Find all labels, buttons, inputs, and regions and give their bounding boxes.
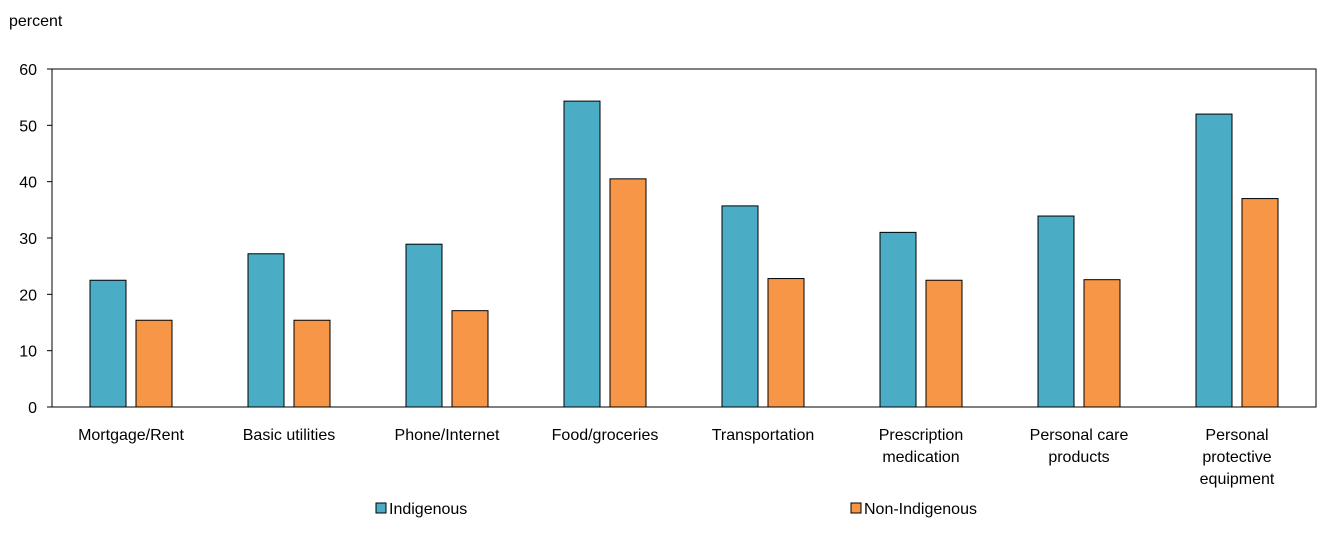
x-tick-label: equipment — [1200, 471, 1275, 488]
y-tick-label: 40 — [19, 175, 37, 192]
bar-indigenous — [721, 205, 759, 408]
y-axis-title: percent — [9, 13, 63, 30]
bar-indigenous — [405, 243, 443, 408]
x-tick-label: Mortgage/Rent — [78, 427, 184, 444]
legend-label: Indigenous — [389, 501, 467, 518]
y-tick-label: 0 — [28, 400, 37, 417]
x-tick-label: products — [1048, 449, 1109, 466]
bar-non-indigenous — [1083, 279, 1121, 408]
bar-non-indigenous — [925, 279, 963, 408]
x-tick-label: Phone/Internet — [395, 427, 501, 444]
bar-indigenous — [1195, 113, 1233, 408]
bar-indigenous — [247, 253, 285, 408]
bar-non-indigenous — [135, 319, 173, 408]
bar-non-indigenous — [451, 310, 489, 408]
axis-layer — [47, 68, 1317, 408]
legend-label: Non-Indigenous — [864, 501, 977, 518]
x-tick-label: Food/groceries — [552, 427, 659, 444]
x-tick-label: medication — [882, 449, 959, 466]
x-tick-label: Transportation — [712, 427, 815, 444]
y-tick-label: 20 — [19, 287, 37, 304]
x-tick-label: protective — [1202, 449, 1271, 466]
legend-swatch — [375, 502, 387, 514]
bar-indigenous — [1037, 215, 1075, 408]
bar-indigenous — [563, 100, 601, 408]
plot-area-frame — [51, 68, 1317, 408]
y-tick-label: 10 — [19, 344, 37, 361]
bar-indigenous — [89, 279, 127, 408]
y-tick-label: 60 — [19, 62, 37, 79]
legend: Indigenous Non-Indigenous — [375, 501, 977, 518]
bar-non-indigenous — [767, 278, 805, 408]
x-tick-label: Personal care — [1030, 427, 1129, 444]
bar-non-indigenous — [293, 319, 331, 408]
y-tick-label: 30 — [19, 231, 37, 248]
x-tick-label: Basic utilities — [243, 427, 335, 444]
legend-swatch — [850, 502, 862, 514]
bar-indigenous — [879, 231, 917, 408]
y-tick-label: 50 — [19, 118, 37, 135]
bar-non-indigenous — [609, 178, 647, 408]
x-tick-label: Prescription — [879, 427, 963, 444]
x-tick-label: Personal — [1205, 427, 1268, 444]
tick-labels-layer: 0 10 20 30 40 50 60 Mortgage/Rent Basic utilitie… — [19, 62, 1275, 488]
bars-layer — [89, 100, 1279, 408]
bar-non-indigenous — [1241, 198, 1279, 408]
